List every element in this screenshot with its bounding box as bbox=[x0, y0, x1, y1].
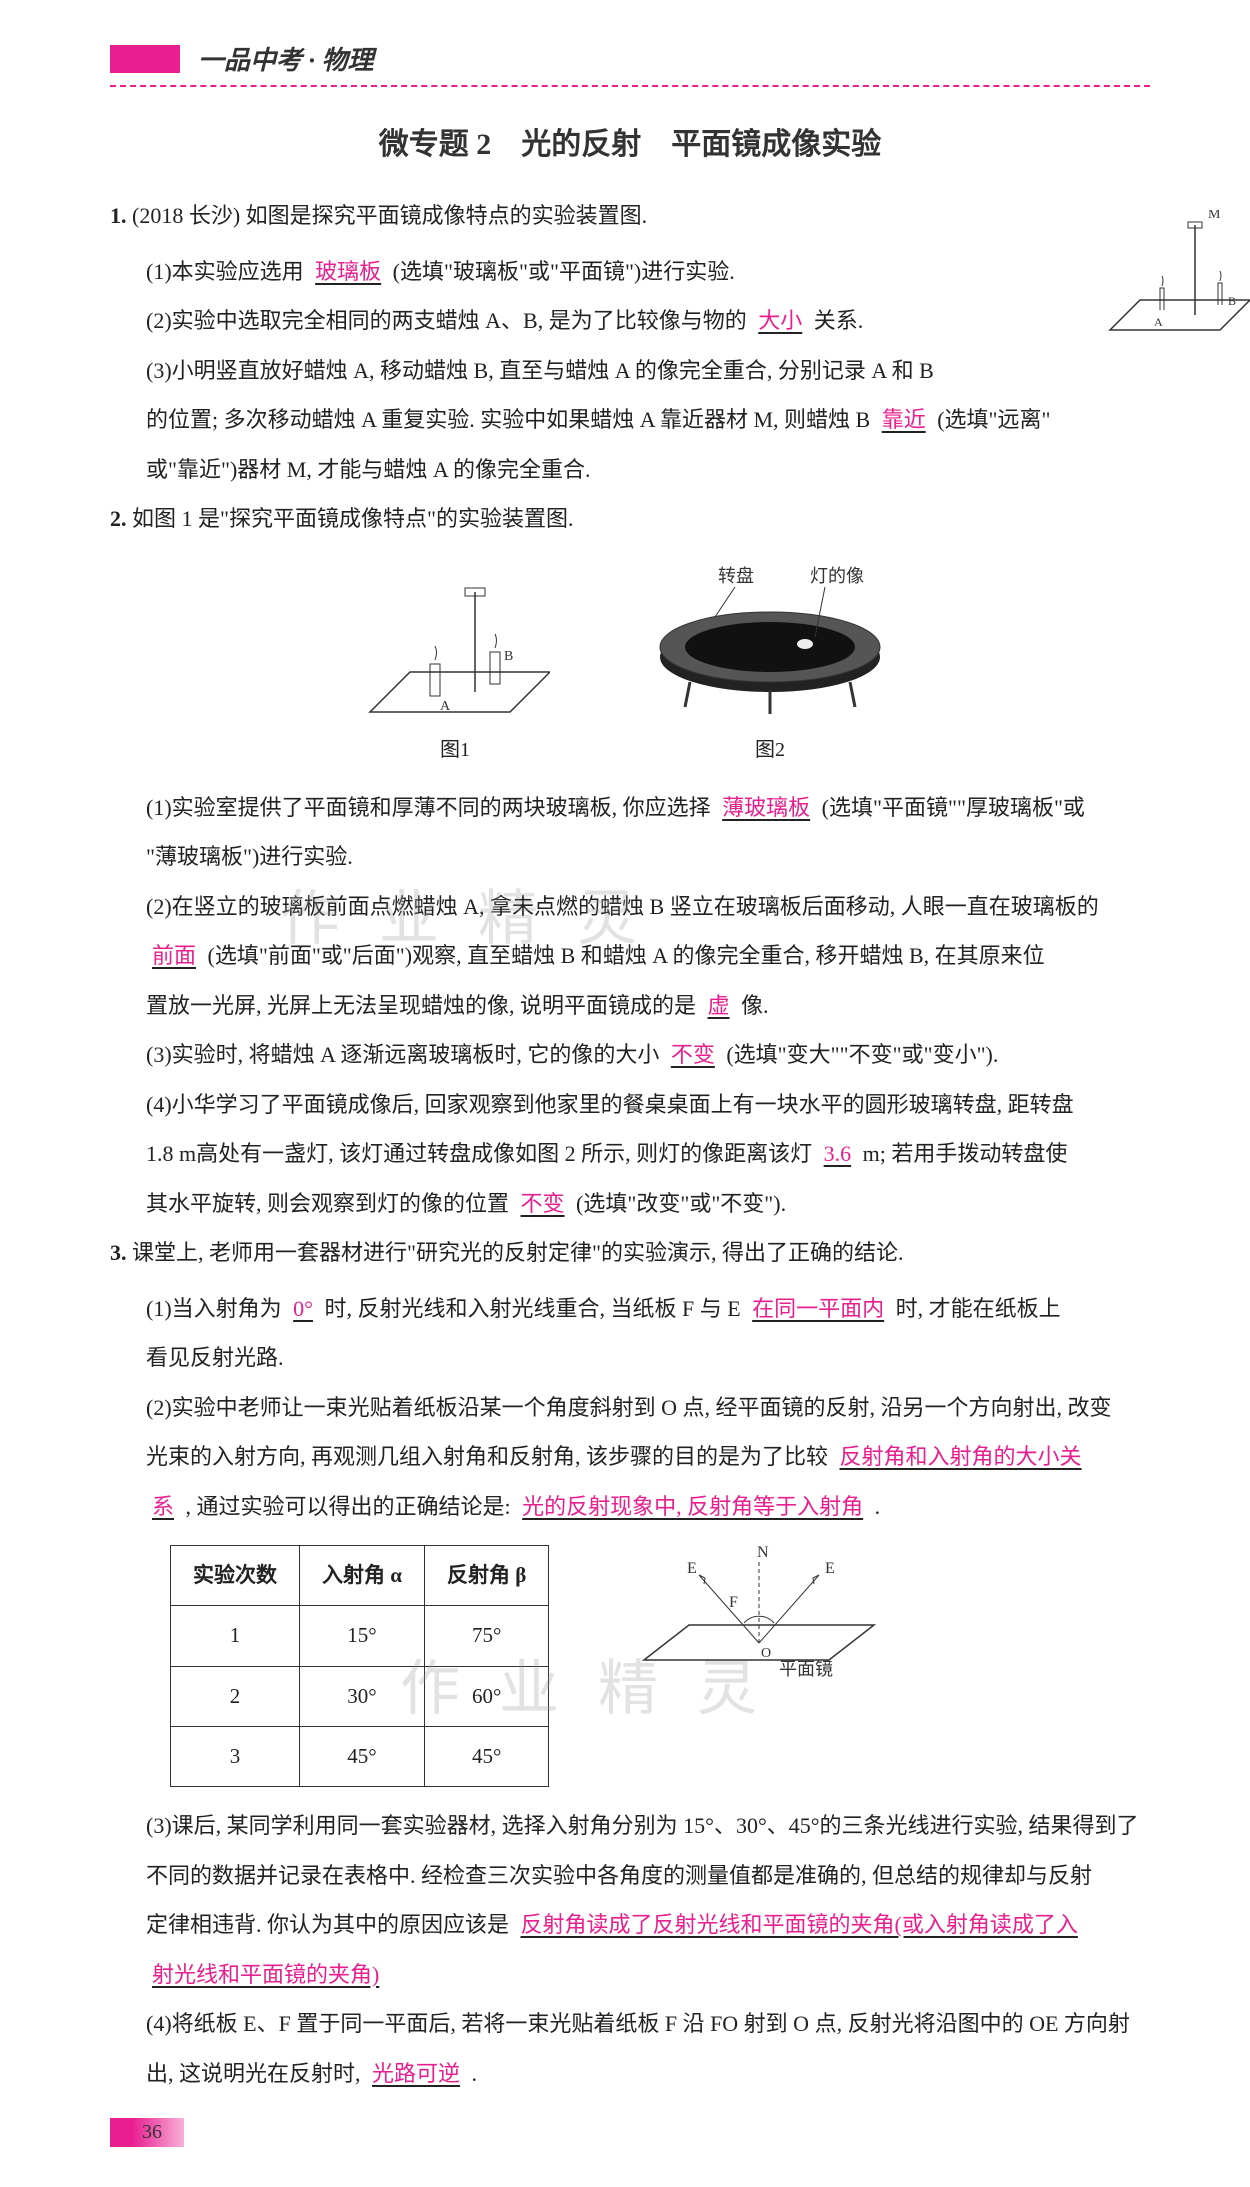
figure-q1-candle: M A B bbox=[1100, 210, 1250, 350]
q2-4-mid2: m; 若用手拨动转盘使 bbox=[863, 1141, 1068, 1166]
q3-3-mid2: 定律相违背. 你认为其中的原因应该是 bbox=[146, 1912, 509, 1937]
q2-4-mid: 1.8 m高处有一盏灯, 该灯通过转盘成像如图 2 所示, 则灯的像距离该灯 bbox=[146, 1141, 812, 1166]
q2-4-post: (选填"改变"或"不变"). bbox=[576, 1191, 786, 1216]
q3-3-pre: (3)课后, 某同学利用同一套实验器材, 选择入射角分别为 15°、30°、45… bbox=[146, 1813, 1139, 1838]
q3-1-post2: 看见反射光路. bbox=[146, 1345, 284, 1370]
q3-1-mid: 时, 反射光线和入射光线重合, 当纸板 F 与 E bbox=[324, 1296, 740, 1321]
q1-3-line2: 的位置; 多次移动蜡烛 A 重复实验. 实验中如果蜡烛 A 靠近器材 M, 则蜡… bbox=[146, 407, 870, 432]
q2-1-post: (选填"平面镜""厚玻璃板"或 bbox=[822, 795, 1085, 820]
q2-1-post2: "薄玻璃板")进行实验. bbox=[146, 844, 353, 869]
q3-3-mid: 不同的数据并记录在表格中. 经检查三次实验中各角度的测量值都是准确的, 但总结的… bbox=[146, 1863, 1092, 1888]
book-title: 一品中考 · 物理 bbox=[198, 40, 374, 77]
q3-4-mid: 出, 这说明光在反射时, bbox=[146, 2061, 361, 2086]
q3-1-ans1: 0° bbox=[287, 1296, 319, 1321]
q3-1-pre: (1)当入射角为 bbox=[146, 1296, 282, 1321]
q1-3-line3: 或"靠近")器材 M, 才能与蜡烛 A 的像完全重合. bbox=[146, 457, 591, 482]
q3-1-post: 时, 才能在纸板上 bbox=[896, 1296, 1061, 1321]
q3-number: 3. bbox=[110, 1240, 127, 1265]
q1-source: (2018 长沙) bbox=[132, 203, 240, 228]
table-cell: 75° bbox=[424, 1606, 548, 1666]
q3-2-ans2: 光的反射现象中, 反射角等于入射角 bbox=[516, 1494, 869, 1519]
figure-mirror: E N E F O 平面镜 bbox=[629, 1545, 889, 1685]
q2-2-ans2: 虚 bbox=[702, 993, 736, 1018]
q3-2-ans1b: 系 bbox=[146, 1494, 180, 1519]
svg-text:B: B bbox=[1228, 294, 1236, 308]
q3-4-ans: 光路可逆 bbox=[366, 2061, 466, 2086]
q2-3-post: (选填"变大""不变"或"变小"). bbox=[726, 1042, 998, 1067]
q3-table: 实验次数 入射角 α 反射角 β 1 15° 75° 2 30° 60° 3 4… bbox=[170, 1545, 549, 1787]
q1-3-line1: (3)小明竖直放好蜡烛 A, 移动蜡烛 B, 直至与蜡烛 A 的像完全重合, 分… bbox=[146, 358, 934, 383]
table-cell: 45° bbox=[424, 1726, 548, 1786]
table-cell: 15° bbox=[300, 1606, 425, 1666]
table-cell: 45° bbox=[300, 1726, 425, 1786]
q2-2-mid: (选填"前面"或"后面")观察, 直至蜡烛 B 和蜡烛 A 的像完全重合, 移开… bbox=[208, 943, 1045, 968]
header-rule bbox=[110, 85, 1150, 87]
q2-4-mid3: 其水平旋转, 则会观察到灯的像的位置 bbox=[146, 1191, 509, 1216]
svg-text:平面镜: 平面镜 bbox=[779, 1659, 833, 1679]
figure-2-label: 图2 bbox=[640, 728, 900, 773]
svg-text:灯的像: 灯的像 bbox=[810, 566, 864, 586]
q2-stem: 如图 1 是"探究平面镜成像特点"的实验装置图. bbox=[132, 506, 573, 531]
table-cell: 2 bbox=[171, 1666, 300, 1726]
q1-1-answer: 玻璃板 bbox=[309, 259, 387, 284]
q3-stem: 课堂上, 老师用一套器材进行"研究光的反射定律"的实验演示, 得出了正确的结论. bbox=[132, 1240, 903, 1265]
svg-text:A: A bbox=[440, 699, 451, 714]
table-header-1: 入射角 α bbox=[300, 1546, 425, 1606]
q1-1-post: (选填"玻璃板"或"平面镜")进行实验. bbox=[393, 259, 735, 284]
svg-text:转盘: 转盘 bbox=[718, 566, 754, 586]
figure-2: 转盘 灯的像 bbox=[640, 562, 900, 722]
table-header-0: 实验次数 bbox=[171, 1546, 300, 1606]
svg-text:N: N bbox=[757, 1545, 769, 1561]
q3-3-ans: 反射角读成了反射光线和平面镜的夹角(或入射角读成了入 bbox=[515, 1912, 1084, 1937]
figure-1: A B bbox=[360, 572, 550, 722]
page-number: 36 bbox=[110, 2118, 184, 2147]
svg-text:F: F bbox=[729, 1594, 738, 1611]
q3-3-ans2: 射光线和平面镜的夹角) bbox=[146, 1962, 385, 1987]
q2-4-ans1: 3.6 bbox=[818, 1141, 858, 1166]
table-cell: 1 bbox=[171, 1606, 300, 1666]
q1-number: 1. bbox=[110, 203, 127, 228]
table-cell: 60° bbox=[424, 1666, 548, 1726]
q3-2-ans1: 反射角和入射角的大小关 bbox=[834, 1444, 1088, 1469]
q2-2-postpre: 置放一光屏, 光屏上无法呈现蜡烛的像, 说明平面镜成的是 bbox=[146, 993, 696, 1018]
q1-1-pre: (1)本实验应选用 bbox=[146, 259, 304, 284]
table-header-2: 反射角 β bbox=[424, 1546, 548, 1606]
q1-3-answer: 靠近 bbox=[876, 407, 932, 432]
q2-3-answer: 不变 bbox=[665, 1042, 721, 1067]
header-block bbox=[110, 45, 180, 73]
q3-2-post: . bbox=[875, 1494, 881, 1519]
q3-1-ans2: 在同一平面内 bbox=[746, 1296, 890, 1321]
q2-4-pre: (4)小华学习了平面镜成像后, 回家观察到他家里的餐桌桌面上有一块水平的圆形玻璃… bbox=[146, 1092, 1074, 1117]
svg-text:O: O bbox=[761, 1646, 771, 1661]
q2-4-ans2: 不变 bbox=[515, 1191, 571, 1216]
q2-2-post: 像. bbox=[741, 993, 769, 1018]
q3-2-mid: 光束的入射方向, 再观测几组入射角和反射角, 该步骤的目的是为了比较 bbox=[146, 1444, 828, 1469]
table-cell: 3 bbox=[171, 1726, 300, 1786]
q3-2-mid2: , 通过实验可以得出的正确结论是: bbox=[186, 1494, 511, 1519]
table-cell: 30° bbox=[300, 1666, 425, 1726]
svg-text:B: B bbox=[504, 649, 513, 664]
q1-stem: 如图是探究平面镜成像特点的实验装置图. bbox=[246, 203, 648, 228]
svg-text:M: M bbox=[1208, 210, 1221, 222]
q1-2-answer: 大小 bbox=[752, 308, 808, 333]
figure-1-label: 图1 bbox=[360, 728, 550, 773]
q1-2-pre: (2)实验中选取完全相同的两支蜡烛 A、B, 是为了比较像与物的 bbox=[146, 308, 747, 333]
q1-3-line2b: (选填"远离" bbox=[937, 407, 1050, 432]
svg-text:E: E bbox=[687, 1560, 697, 1577]
q2-number: 2. bbox=[110, 506, 127, 531]
q2-1-pre: (1)实验室提供了平面镜和厚薄不同的两块玻璃板, 你应选择 bbox=[146, 795, 711, 820]
q2-1-answer: 薄玻璃板 bbox=[716, 795, 816, 820]
svg-text:A: A bbox=[1154, 315, 1163, 329]
q3-4-post: . bbox=[472, 2061, 478, 2086]
q2-2-ans1: 前面 bbox=[146, 943, 202, 968]
q3-4-pre: (4)将纸板 E、F 置于同一平面后, 若将一束光贴着纸板 F 沿 FO 射到 … bbox=[146, 2011, 1130, 2036]
section-title: 微专题 2 光的反射 平面镜成像实验 bbox=[110, 119, 1150, 163]
q2-3-pre: (3)实验时, 将蜡烛 A 逐渐远离玻璃板时, 它的像的大小 bbox=[146, 1042, 659, 1067]
q2-2-pre: (2)在竖立的玻璃板前面点燃蜡烛 A, 拿未点燃的蜡烛 B 竖立在玻璃板后面移动… bbox=[146, 894, 1099, 919]
q3-2-pre: (2)实验中老师让一束光贴着纸板沿某一个角度斜射到 O 点, 经平面镜的反射, … bbox=[146, 1395, 1112, 1420]
q1-2-post: 关系. bbox=[814, 308, 864, 333]
svg-text:E: E bbox=[825, 1560, 835, 1577]
